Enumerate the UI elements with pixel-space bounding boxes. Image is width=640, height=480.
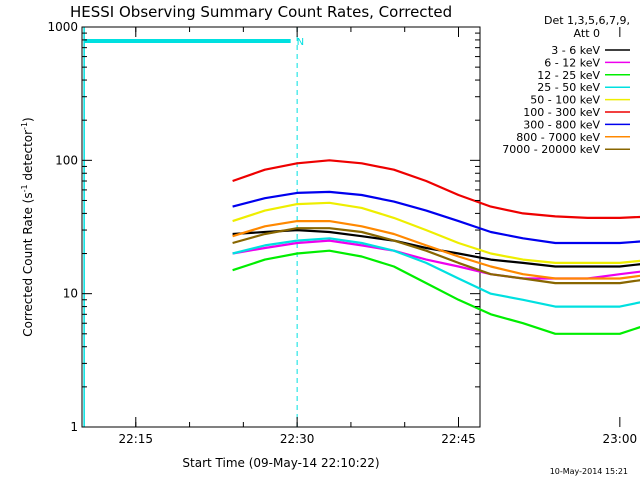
y-tick-label: 100: [55, 153, 78, 167]
y-axis-label-sup2: -1: [20, 122, 29, 130]
legend-entry-label: 7000 - 20000 keV: [502, 143, 600, 156]
series-line: [232, 249, 640, 335]
legend-entry-label: 3 - 6 keV: [551, 44, 600, 57]
night-flare-annotations: NF: [83, 27, 304, 427]
legend-entry-label: 300 - 800 keV: [523, 118, 600, 131]
plot-area: [81, 26, 481, 428]
y-axis-label-end: ): [21, 117, 35, 122]
y-tick-label: 1: [70, 420, 78, 434]
x-tick-label: 22:15: [118, 432, 153, 446]
legend-header-1: Det 1,3,5,6,7,9,: [544, 14, 630, 27]
night-label: N: [297, 37, 304, 48]
y-axis-label: Corrected Count Rate (s-1 detector-1): [20, 117, 35, 336]
y-axis-label-mid: detector: [21, 130, 35, 185]
x-tick-label: 22:30: [280, 432, 315, 446]
plot-frame: [81, 26, 481, 428]
series-line: [232, 220, 640, 280]
legend-entry-label: 50 - 100 keV: [530, 94, 600, 107]
y-axis: 1 10 100 1000: [47, 20, 480, 434]
y-tick-label: 10: [63, 287, 78, 301]
legend-header-2: Att 0: [574, 27, 600, 40]
x-tick-label: 23:00: [603, 432, 638, 446]
legend-entry-label: 100 - 300 keV: [523, 106, 600, 119]
x-tick-label: 22:45: [441, 432, 476, 446]
series-group: [232, 159, 640, 335]
y-axis-label-sup1: -1: [20, 184, 29, 192]
series-line: [232, 190, 640, 245]
y-axis-label-main: Corrected Count Rate (s: [21, 192, 35, 336]
series-line: [232, 239, 640, 280]
series-line: [232, 159, 640, 219]
legend-entry-label: 25 - 50 keV: [537, 81, 600, 94]
series-line: [232, 201, 640, 264]
y-tick-label: 1000: [47, 20, 78, 34]
chart-title: HESSI Observing Summary Count Rates, Cor…: [70, 3, 452, 21]
x-axis-label: Start Time (09-May-14 22:10:22): [182, 456, 379, 470]
timestamp: 10-May-2014 15:21: [550, 467, 628, 476]
series-line: [232, 229, 640, 268]
series-line: [232, 237, 640, 308]
series-line: [232, 227, 640, 285]
legend-entry-label: 800 - 7000 keV: [516, 131, 600, 144]
legend-entry-label: 6 - 12 keV: [544, 56, 600, 69]
legend-entry-label: 12 - 25 keV: [537, 69, 600, 82]
